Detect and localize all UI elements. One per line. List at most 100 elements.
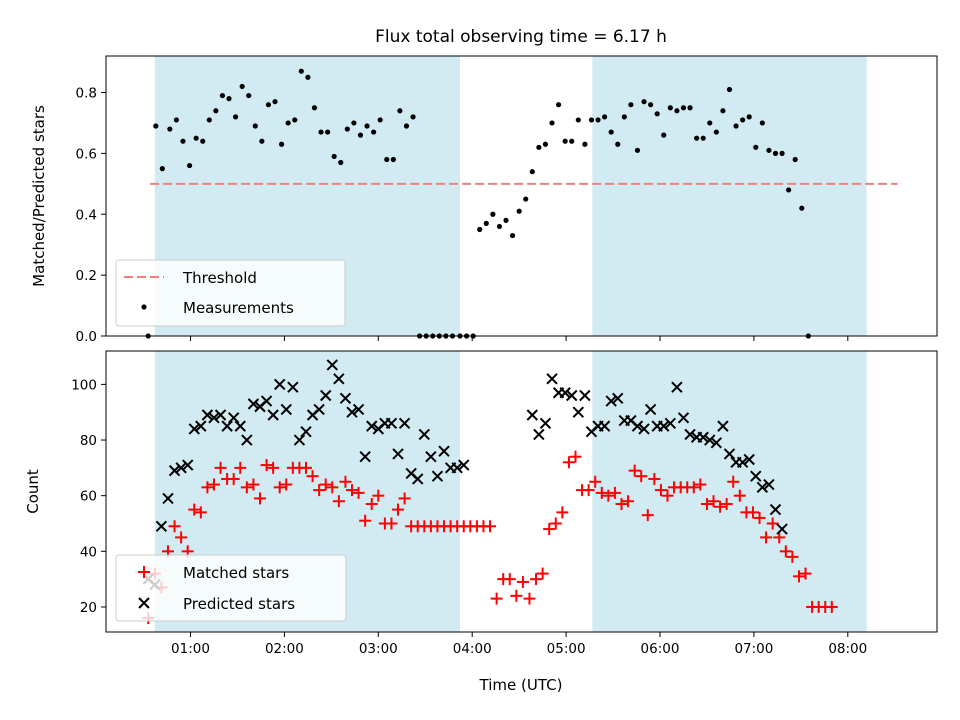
- predicted-star-point: [287, 381, 299, 393]
- count-ylabel: Count: [24, 469, 42, 514]
- ratio-axis-ticks: 0.0 0.2 0.4 0.6 0.8: [76, 86, 849, 345]
- measurement-point: [661, 132, 667, 138]
- predicted-star-point: [339, 392, 352, 405]
- measurement-point: [542, 141, 549, 147]
- matched-star-point: [267, 461, 280, 474]
- measurement-point: [397, 108, 403, 114]
- matched-star-point: [700, 498, 713, 511]
- measurement-point: [311, 105, 318, 111]
- matched-star-point: [247, 478, 260, 491]
- predicted-star-point: [241, 434, 253, 446]
- matched-star-point: [510, 589, 523, 602]
- predicted-star-point: [320, 389, 332, 402]
- count-panel: 01:00 02:00 03:00 04:00 05:00 06:00 07:00 08:00…: [24, 350, 938, 694]
- predicted-star-point: [175, 462, 187, 474]
- matched-star-point: [549, 517, 562, 530]
- matched-star-point: [339, 475, 352, 488]
- predicted-star-point: [533, 428, 545, 441]
- matched-star-point: [727, 475, 740, 488]
- matched-star-point: [398, 492, 411, 505]
- predicted-star-point: [723, 448, 736, 460]
- measurement-point: [549, 120, 555, 126]
- matched-star-point: [530, 573, 543, 586]
- measurement-point: [403, 123, 410, 129]
- matched-star-point: [760, 531, 773, 544]
- matched-star-point: [319, 478, 332, 491]
- measurement-point: [615, 141, 621, 147]
- predicted-star-point: [418, 428, 431, 441]
- x-tick-label: 01:00: [171, 641, 210, 657]
- matched-star-point: [595, 486, 608, 499]
- matched-star-point: [582, 484, 595, 497]
- measurement-point: [759, 120, 765, 126]
- matched-star-point: [589, 475, 602, 488]
- matched-star-point: [168, 520, 181, 533]
- measurement-point: [786, 187, 792, 193]
- predicted-star-point: [664, 417, 677, 430]
- measurement-point: [180, 138, 186, 144]
- legend-measurements-swatch: [141, 304, 147, 310]
- predicted-star-point: [710, 437, 723, 449]
- predicted-star-point: [677, 412, 690, 424]
- matched-star-point: [714, 500, 727, 513]
- measurement-point: [707, 120, 713, 126]
- legend-predicted-swatch: [138, 597, 150, 609]
- ratio-ylabel: Matched/Predicted stars: [30, 105, 48, 287]
- measurement-point: [193, 135, 199, 141]
- measurement-point: [232, 114, 239, 120]
- measurement-point: [259, 138, 265, 144]
- matched-star-point: [536, 567, 549, 580]
- measurement-point: [285, 120, 291, 126]
- predicted-star-point: [267, 409, 279, 421]
- measurement-point: [483, 220, 489, 226]
- x-tick-label: 08:00: [828, 641, 867, 657]
- matched-star-point: [359, 514, 372, 527]
- matched-star-point: [490, 592, 503, 605]
- matched-star-point: [707, 495, 720, 508]
- matched-star-point: [392, 503, 405, 516]
- matched-star-point: [733, 489, 746, 502]
- y-tick-label: 80: [80, 433, 97, 449]
- predicted-star-point: [195, 420, 207, 432]
- matched-star-point: [825, 600, 838, 613]
- measurement-point: [331, 153, 337, 160]
- measurement-point: [536, 144, 542, 150]
- measurement-point: [239, 83, 245, 90]
- predicted-star-point: [201, 409, 214, 421]
- predicted-star-point: [743, 453, 755, 466]
- matched-star-point: [628, 464, 641, 477]
- predicted-star-point: [359, 451, 371, 463]
- matched-star-point: [352, 486, 365, 499]
- measurement-point: [634, 147, 641, 153]
- predicted-star-point: [208, 412, 220, 424]
- predicted-star-point: [398, 417, 411, 430]
- predicted-star-point: [366, 420, 378, 432]
- ratio-legend-box: [115, 259, 346, 327]
- x-tick-label: 03:00: [359, 641, 398, 657]
- measurement-point: [555, 102, 562, 108]
- matched-star-point: [543, 523, 556, 536]
- measurement-point: [648, 102, 654, 108]
- measurement-point: [252, 123, 258, 129]
- time-xlabel: Time (UTC): [479, 676, 563, 694]
- matched-star-point: [260, 459, 273, 472]
- matched-star-point: [608, 486, 621, 499]
- matched-star-point: [175, 531, 188, 544]
- legend-matched-swatch: [138, 566, 150, 578]
- matched-star-point: [687, 481, 700, 494]
- predicted-star-point: [697, 431, 709, 443]
- matched-star-point: [227, 472, 240, 485]
- predicted-star-point: [333, 373, 345, 385]
- predicted-star-point: [458, 459, 470, 471]
- y-tick-label: 0.2: [76, 268, 97, 284]
- predicted-star-point: [572, 406, 585, 418]
- matched-star-point: [385, 517, 398, 530]
- measurement-point: [318, 129, 324, 135]
- predicted-star-point: [162, 492, 174, 505]
- matched-star-point: [253, 492, 266, 505]
- measurement-point: [509, 232, 516, 239]
- x-tick-label: 04:00: [453, 641, 492, 657]
- predicted-star-point: [221, 420, 233, 432]
- matched-star-point: [753, 511, 766, 524]
- measurement-point: [338, 159, 344, 166]
